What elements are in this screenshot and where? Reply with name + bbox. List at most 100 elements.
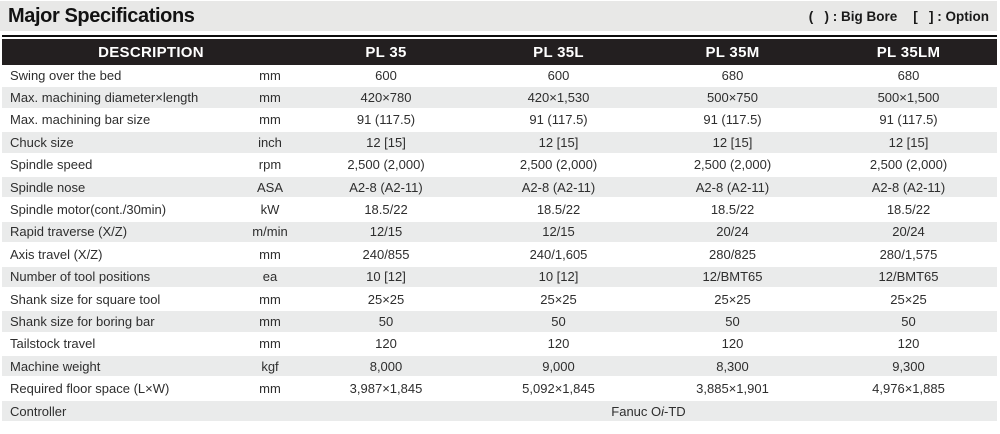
spec-value-cell: 91 (117.5) <box>645 110 820 133</box>
table-row: Number of tool positions ea 10 [12] 10 [… <box>2 266 997 289</box>
controller-value-cell: Fanuc Oi-TD <box>300 401 997 424</box>
spec-value-cell: 91 (117.5) <box>300 110 472 133</box>
legend: ( ) : Big Bore [ ] : Option <box>793 9 997 24</box>
spec-value-cell: 12/15 <box>472 222 645 245</box>
spec-unit-cell: mm <box>240 334 300 357</box>
spec-table: DESCRIPTION PL 35 PL 35L PL 35M PL 35LM … <box>2 39 997 424</box>
table-header-row: DESCRIPTION PL 35 PL 35L PL 35M PL 35LM <box>2 39 997 65</box>
spec-value-cell: 91 (117.5) <box>472 110 645 133</box>
spec-name-cell: Controller <box>2 401 240 424</box>
controller-value-suffix: -TD <box>664 403 686 419</box>
column-header-description: DESCRIPTION <box>2 39 300 65</box>
spec-value-cell: 20/24 <box>820 222 997 245</box>
spec-name-cell: Spindle nose <box>2 177 240 200</box>
spec-value-cell: 240/1,605 <box>472 244 645 267</box>
spec-value-cell: 500×1,500 <box>820 87 997 110</box>
spec-value-cell: 420×780 <box>300 87 472 110</box>
spec-value-cell: 25×25 <box>300 289 472 312</box>
spec-unit-cell: kW <box>240 199 300 222</box>
spec-value-cell: 3,987×1,845 <box>300 378 472 401</box>
table-top-rule <box>2 35 997 37</box>
spec-unit-cell: mm <box>240 65 300 88</box>
table-row: Shank size for square tool mm 25×25 25×2… <box>2 288 997 312</box>
table-row: Chuck size inch 12 [15] 12 [15] 12 [15] … <box>2 132 997 155</box>
spec-value-cell: 280/825 <box>645 244 820 267</box>
spec-value-cell: 9,300 <box>820 356 997 379</box>
column-header-model-pl35m: PL 35M <box>645 39 820 65</box>
table-row: Max. machining diameter×length mm 420×78… <box>2 87 997 110</box>
table-row-controller: Controller Fanuc Oi-TD <box>2 400 997 424</box>
spec-value-cell: 2,500 (2,000) <box>300 155 472 177</box>
spec-value-cell: 10 [12] <box>472 267 645 289</box>
spec-value-cell: 2,500 (2,000) <box>820 155 997 177</box>
table-row: Required floor space (L×W) mm 3,987×1,84… <box>2 378 997 401</box>
spec-value-cell: 50 <box>645 311 820 334</box>
spec-value-cell: 12/15 <box>300 222 472 245</box>
spec-value-cell: 18.5/22 <box>300 199 472 222</box>
spec-value-cell: 12 [15] <box>300 132 472 155</box>
spec-value-cell: 420×1,530 <box>472 87 645 110</box>
spec-value-cell: 120 <box>820 334 997 357</box>
spec-name-cell: Required floor space (L×W) <box>2 378 240 401</box>
legend-big-bore: ( ) : Big Bore <box>808 8 898 24</box>
spec-name-cell: Axis travel (X/Z) <box>2 244 240 267</box>
spec-unit-cell: mm <box>240 378 300 401</box>
spec-unit-cell: inch <box>240 132 300 155</box>
spec-name-cell: Number of tool positions <box>2 267 240 289</box>
spec-value-cell: 600 <box>300 65 472 88</box>
spec-name-cell: Spindle motor(cont./30min) <box>2 199 240 222</box>
spec-name-cell: Shank size for square tool <box>2 289 240 312</box>
spec-unit-cell: rpm <box>240 155 300 177</box>
spec-name-cell: Spindle speed <box>2 155 240 177</box>
spec-value-cell: 50 <box>300 311 472 334</box>
spec-name-cell: Shank size for boring bar <box>2 311 240 334</box>
spec-value-cell: 50 <box>820 311 997 334</box>
spec-unit-cell: ea <box>240 267 300 289</box>
spec-value-cell: 91 (117.5) <box>820 110 997 133</box>
spec-unit-cell: m/min <box>240 222 300 245</box>
spec-value-cell: A2-8 (A2-11) <box>645 177 820 200</box>
spec-value-cell: 4,976×1,885 <box>820 378 997 401</box>
spec-name-cell: Max. machining bar size <box>2 110 240 133</box>
spec-value-cell: 2,500 (2,000) <box>645 155 820 177</box>
spec-unit-cell: ASA <box>240 177 300 200</box>
spec-value-cell: 3,885×1,901 <box>645 378 820 401</box>
spec-value-cell: 18.5/22 <box>645 199 820 222</box>
table-row: Tailstock travel mm 120 120 120 120 <box>2 333 997 357</box>
spec-value-cell: 25×25 <box>472 289 645 312</box>
table-row: Rapid traverse (X/Z) m/min 12/15 12/15 2… <box>2 221 997 245</box>
spec-value-cell: 20/24 <box>645 222 820 245</box>
spec-value-cell: 12/BMT65 <box>820 267 997 289</box>
table-row: Spindle nose ASA A2-8 (A2-11) A2-8 (A2-1… <box>2 176 997 200</box>
spec-value-cell: 18.5/22 <box>472 199 645 222</box>
spec-value-cell: 2,500 (2,000) <box>472 155 645 177</box>
spec-name-cell: Rapid traverse (X/Z) <box>2 222 240 245</box>
spec-unit-cell: mm <box>240 110 300 133</box>
table-row: Swing over the bed mm 600 600 680 680 <box>2 65 997 88</box>
page-title: Major Specifications <box>8 4 195 27</box>
legend-option: [ ] : Option <box>913 8 989 24</box>
spec-unit-cell <box>240 401 300 424</box>
spec-name-cell: Swing over the bed <box>2 65 240 88</box>
spec-value-cell: 50 <box>472 311 645 334</box>
controller-value-text: Fanuc O <box>611 403 662 419</box>
spec-value-cell: 680 <box>645 65 820 88</box>
spec-unit-cell: mm <box>240 244 300 267</box>
spec-value-cell: 9,000 <box>472 356 645 379</box>
spec-value-cell: 680 <box>820 65 997 88</box>
table-row: Axis travel (X/Z) mm 240/855 240/1,605 2… <box>2 244 997 267</box>
spec-value-cell: A2-8 (A2-11) <box>820 177 997 200</box>
spec-value-cell: 25×25 <box>645 289 820 312</box>
controller-value-italic: i <box>661 403 665 419</box>
spec-unit-cell: kgf <box>240 356 300 379</box>
column-header-model-pl35: PL 35 <box>300 39 472 65</box>
spec-name-cell: Max. machining diameter×length <box>2 87 240 110</box>
spec-value-cell: 600 <box>472 65 645 88</box>
spec-value-cell: 18.5/22 <box>820 199 997 222</box>
table-row: Spindle motor(cont./30min) kW 18.5/22 18… <box>2 199 997 222</box>
spec-name-cell: Tailstock travel <box>2 334 240 357</box>
spec-value-cell: 12 [15] <box>472 132 645 155</box>
column-header-model-pl35l: PL 35L <box>472 39 645 65</box>
spec-value-cell: 120 <box>645 334 820 357</box>
spec-value-cell: 8,300 <box>645 356 820 379</box>
